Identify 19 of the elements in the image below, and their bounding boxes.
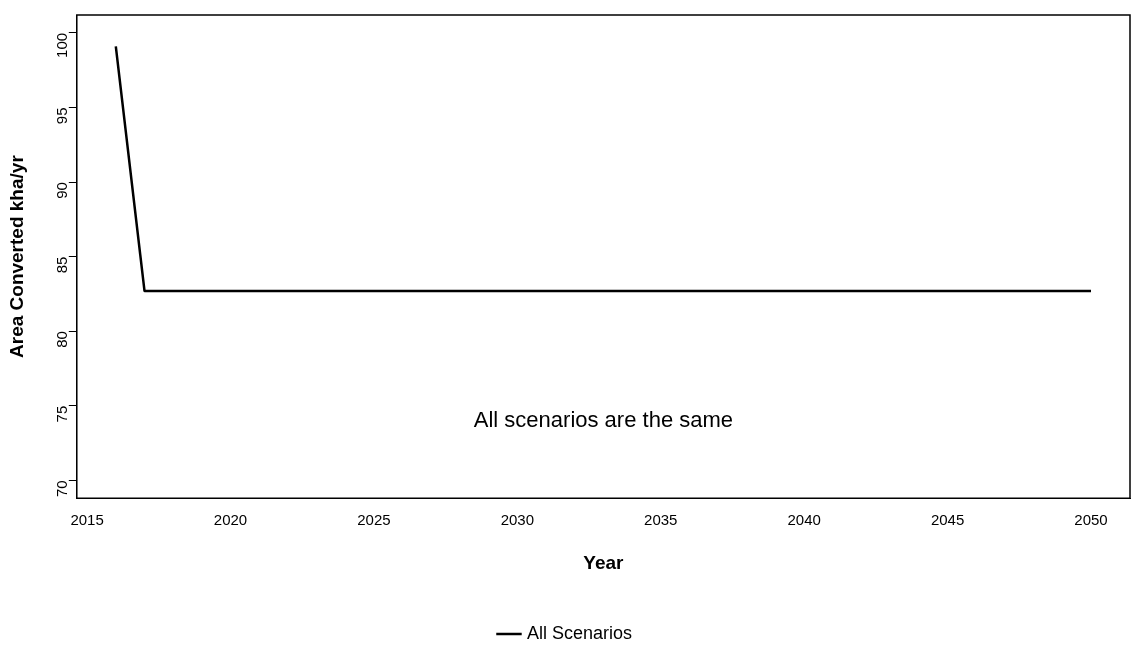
y-axis-title: Area Converted kha/yr <box>5 154 27 358</box>
x-axis-title: Year <box>583 551 625 573</box>
y-tick-label: 70 <box>52 480 70 497</box>
x-tick-label: 2050 <box>1074 511 1108 529</box>
y-tick-label: 100 <box>52 32 70 58</box>
y-tick-label: 85 <box>52 256 70 274</box>
x-tick-label: 2035 <box>644 511 678 529</box>
x-tick-label: 2015 <box>70 511 104 529</box>
y-tick-label: 90 <box>52 182 70 199</box>
x-tick-label: 2045 <box>930 511 965 529</box>
x-tick-label: 2025 <box>357 511 391 529</box>
y-tick-label: 75 <box>52 405 70 423</box>
legend-label: All Scenarios <box>526 622 633 643</box>
annotation: All scenarios are the same <box>473 406 734 432</box>
x-tick-label: 2030 <box>500 511 535 529</box>
x-tick-label: 2020 <box>213 511 248 529</box>
y-tick-label: 80 <box>52 331 70 348</box>
y-tick-label: 95 <box>52 107 70 125</box>
x-tick-label: 2040 <box>787 511 821 529</box>
